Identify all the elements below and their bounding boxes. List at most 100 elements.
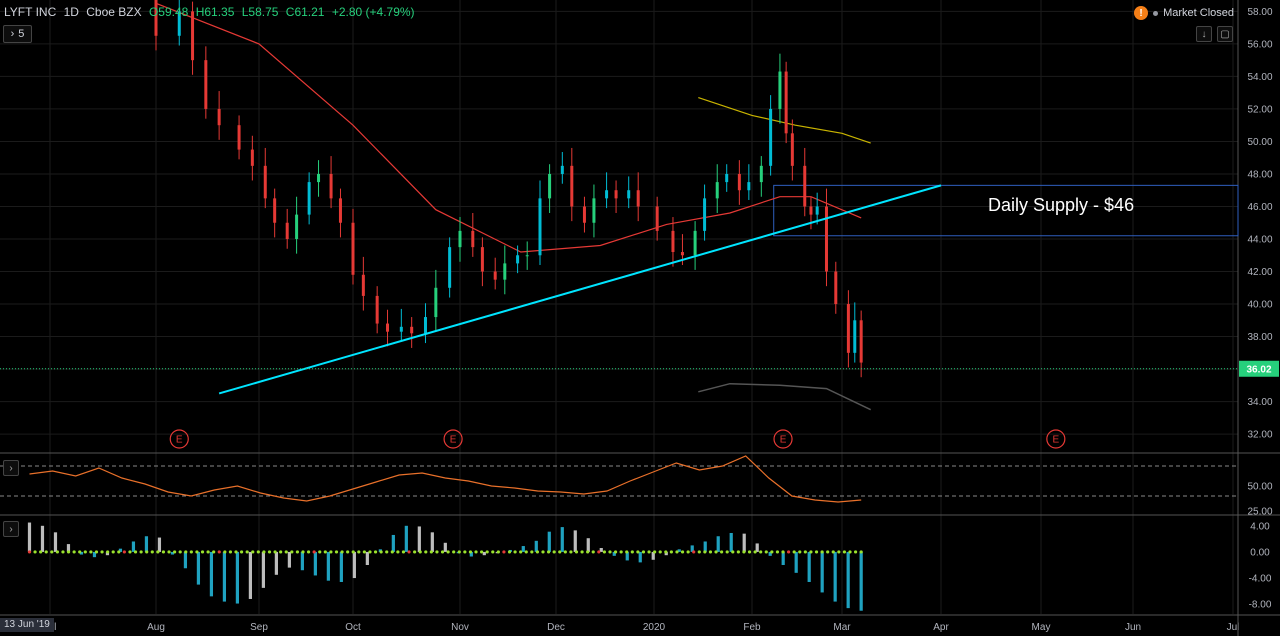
candle-down[interactable] (803, 165, 807, 207)
histogram-bar (768, 551, 772, 556)
support-trendline[interactable] (218, 184, 942, 395)
candle-up[interactable] (725, 173, 729, 183)
candle-up[interactable] (434, 287, 438, 318)
histogram-bar (222, 551, 227, 602)
candle-down[interactable] (570, 165, 574, 207)
candle-up[interactable] (448, 247, 452, 288)
zero-line-dot (625, 550, 629, 554)
y-tick-label: 34.00 (1247, 397, 1272, 408)
symbol-interval[interactable]: 1D (63, 5, 79, 19)
zero-line-dot (357, 550, 361, 554)
candle-down[interactable] (471, 230, 475, 248)
market-status[interactable]: ! Market Closed (1134, 6, 1234, 20)
candle-up[interactable] (516, 255, 520, 264)
moving-average-dark-line[interactable] (698, 382, 872, 411)
zero-line-dot (429, 550, 433, 554)
candle-down[interactable] (809, 206, 813, 215)
candle-up[interactable] (693, 230, 697, 256)
histogram-bar (40, 525, 45, 552)
candle-up[interactable] (458, 230, 462, 248)
candle-up[interactable] (769, 108, 773, 166)
candle-up[interactable] (399, 326, 403, 332)
candle-up[interactable] (759, 165, 763, 183)
zero-line-dot (262, 550, 266, 554)
candle-down[interactable] (386, 323, 390, 332)
supply-zone-box[interactable] (773, 184, 1239, 237)
candle-up[interactable] (423, 317, 427, 334)
candle-down[interactable] (237, 125, 241, 150)
candle-down[interactable] (480, 247, 484, 272)
candle-down[interactable] (655, 206, 659, 231)
candle-up[interactable] (747, 182, 751, 191)
candle-up[interactable] (525, 255, 529, 257)
status-dot-icon (1153, 10, 1159, 16)
candle-down[interactable] (784, 71, 788, 134)
maximize-icon[interactable]: ▢ (1217, 26, 1233, 42)
histogram-bar (287, 551, 291, 568)
candle-up[interactable] (317, 173, 321, 183)
candle-down[interactable] (217, 108, 221, 126)
zero-line-dot (385, 550, 389, 554)
earnings-marker-icon[interactable] (169, 429, 189, 449)
candle-down[interactable] (614, 190, 618, 199)
candle-down[interactable] (329, 173, 333, 199)
candle-up[interactable] (503, 263, 507, 280)
moving-average-fast-line[interactable] (155, 2, 862, 253)
candle-down[interactable] (834, 271, 838, 305)
histogram-pane-toggle-icon[interactable]: › (3, 521, 19, 537)
candle-up[interactable] (592, 198, 596, 223)
earnings-marker-icon[interactable] (443, 429, 463, 449)
scroll-down-icon[interactable]: ↓ (1196, 26, 1212, 42)
candle-down[interactable] (824, 206, 828, 272)
candle-down[interactable] (250, 149, 254, 166)
candle-down[interactable] (204, 60, 208, 109)
candle-up[interactable] (177, 11, 181, 36)
zero-line-dot (619, 550, 623, 554)
oscillator-line[interactable] (29, 455, 862, 503)
earnings-marker-icon[interactable] (1046, 429, 1066, 449)
osc-y-tick-label: 25.00 (1247, 507, 1272, 518)
candle-down[interactable] (375, 295, 379, 324)
candle-up[interactable] (307, 182, 311, 215)
indicators-toggle-button[interactable]: › 5 (3, 25, 32, 43)
candle-down[interactable] (410, 326, 414, 334)
zero-line-dot (669, 550, 673, 554)
moving-average-slow-line[interactable] (698, 97, 871, 144)
warning-icon: ! (1134, 6, 1149, 20)
candle-up[interactable] (715, 182, 719, 199)
candle-down[interactable] (859, 320, 863, 363)
candle-up[interactable] (703, 198, 707, 231)
zero-line-dot (295, 550, 300, 554)
candle-up[interactable] (295, 214, 299, 240)
candle-up[interactable] (778, 71, 782, 109)
candle-down[interactable] (680, 252, 684, 256)
candle-down[interactable] (338, 198, 342, 223)
candle-down[interactable] (493, 271, 497, 280)
candle-up[interactable] (815, 206, 819, 215)
candle-down[interactable] (285, 222, 289, 240)
candle-down[interactable] (846, 304, 850, 353)
earnings-marker-icon[interactable] (773, 429, 793, 449)
zero-line-dot (641, 550, 646, 554)
candle-down[interactable] (790, 133, 794, 166)
x-tick-label: Feb (743, 622, 761, 633)
candle-down[interactable] (582, 206, 586, 223)
candle-down[interactable] (737, 173, 741, 191)
candle-down[interactable] (351, 222, 355, 275)
rsi-pane-toggle-icon[interactable]: › (3, 460, 19, 476)
candle-down[interactable] (636, 190, 640, 207)
candle-up[interactable] (548, 173, 552, 199)
candle-down[interactable] (361, 274, 365, 296)
candle-down[interactable] (263, 165, 267, 199)
candle-up[interactable] (627, 190, 631, 199)
candle-down[interactable] (154, 0, 158, 36)
candle-down[interactable] (273, 198, 277, 223)
candle-up[interactable] (538, 198, 542, 256)
candle-down[interactable] (191, 11, 195, 61)
candle-up[interactable] (605, 190, 609, 199)
zero-line-dot (156, 550, 160, 554)
candle-down[interactable] (671, 230, 675, 253)
candle-up[interactable] (853, 320, 857, 353)
candle-up[interactable] (560, 165, 564, 174)
